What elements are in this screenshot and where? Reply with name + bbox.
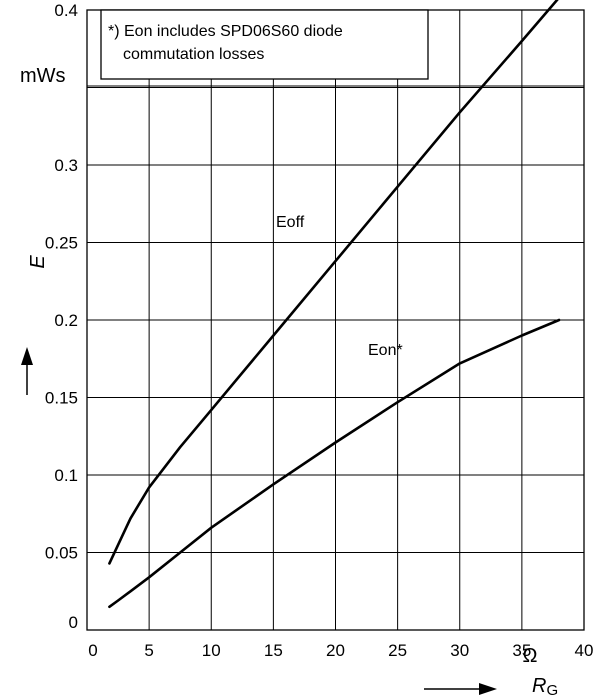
y-axis-arrow: [21, 347, 33, 395]
note-box: [100, 9, 429, 80]
tick-labels: 0 5 10 15 20 25 30 35 40 0 0.05 0.1 0.15 0.2 0.25 0.3 0.…: [45, 1, 594, 660]
y-tick-label: 0.3: [54, 156, 78, 175]
x-tick-label: 40: [575, 641, 594, 660]
x-axis-label-subscript: G: [546, 682, 558, 699]
x-tick-label: 30: [450, 641, 469, 660]
y-tick-label: 0.4: [54, 1, 78, 20]
x-tick-label: 35: [512, 641, 531, 660]
y-tick-label: 0.05: [45, 544, 78, 563]
series-line-eoff: [108, 0, 559, 565]
x-tick-label: 20: [326, 641, 345, 660]
series-group: [108, 0, 561, 609]
y-tick-label: 0.1: [54, 466, 78, 485]
series-label-eon: Eon*: [368, 342, 403, 359]
x-axis-label: RG: [532, 675, 558, 699]
series-line-eon: [108, 318, 561, 609]
x-tick-label: 10: [202, 641, 221, 660]
x-tick-label: 0: [88, 641, 97, 660]
x-tick-label: 5: [144, 641, 153, 660]
note-line-2: commutation losses: [123, 46, 264, 63]
x-unit-label: Ω: [523, 645, 538, 667]
x-axis-arrow: [424, 683, 497, 695]
x-tick-label: 25: [388, 641, 407, 660]
y-axis-label: E: [27, 255, 49, 269]
grid: [87, 10, 584, 630]
y-tick-label: 0: [69, 613, 78, 632]
note-line-1: *) Eon includes SPD06S60 diode: [108, 23, 343, 40]
series-label-eoff: Eoff: [276, 214, 305, 231]
y-unit-label: mWs: [20, 65, 66, 87]
y-tick-label: 0.25: [45, 234, 78, 253]
x-axis-label-main: R: [532, 675, 546, 697]
y-tick-label: 0.2: [54, 311, 78, 330]
x-tick-label: 15: [264, 641, 283, 660]
y-tick-label: 0.15: [45, 389, 78, 408]
